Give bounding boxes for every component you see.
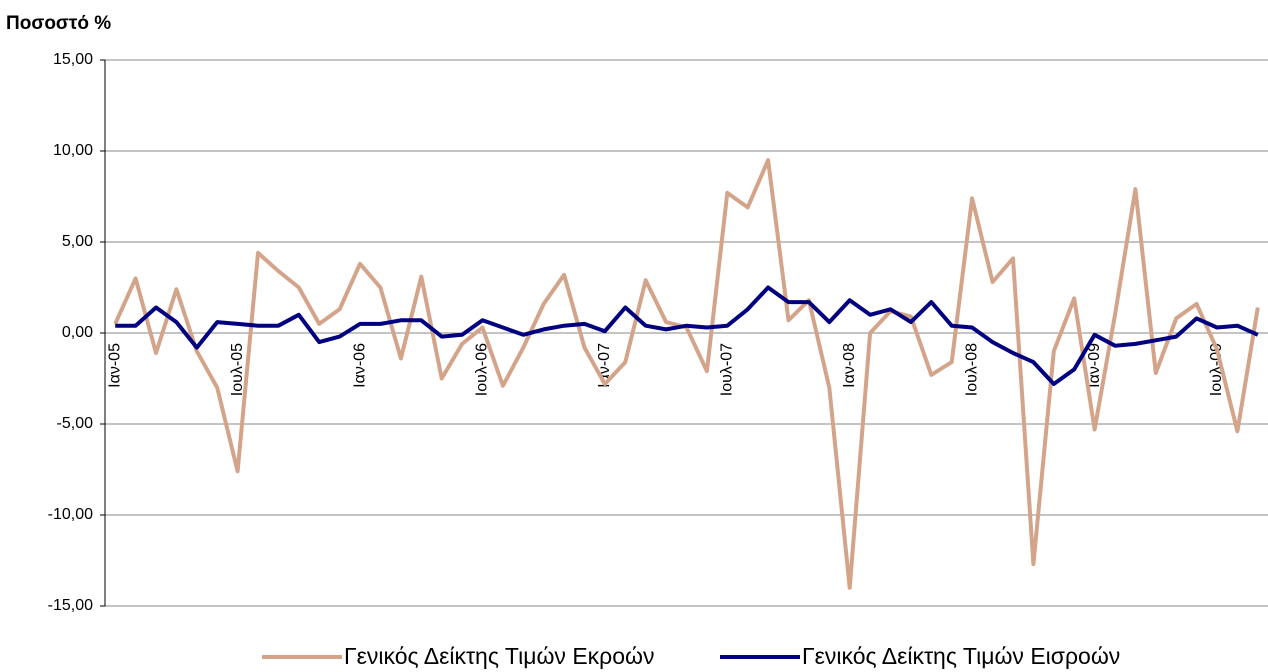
y-tick-label: 15,00 [53, 51, 93, 68]
x-tick-label: Ιουλ-06 [474, 343, 491, 396]
y-tick-label: 10,00 [53, 142, 93, 159]
x-tick-label: Ιαν-05 [106, 343, 123, 388]
x-tick-label: Ιαν-09 [1086, 343, 1103, 388]
x-tick-label: Ιουλ-08 [963, 343, 980, 396]
y-tick-label: -5,00 [57, 415, 94, 432]
y-tick-label: -10,00 [48, 506, 93, 523]
legend-label: Γενικός Δείκτης Τιμών Εισροών [802, 643, 1120, 669]
chart-title: Ποσοστό % [6, 13, 111, 34]
series-line [113, 158, 1260, 590]
y-tick-label: 5,00 [62, 233, 93, 250]
x-tick-label: Ιαν-08 [841, 343, 858, 388]
x-tick-label: Ιουλ-05 [229, 343, 246, 396]
x-tick-label: Ιαν-06 [351, 343, 368, 388]
x-tick-label: Ιουλ-07 [719, 343, 736, 396]
series-line [115, 285, 1259, 386]
x-tick-label: Ιουλ-09 [1208, 343, 1225, 396]
y-tick-label: -15,00 [48, 597, 93, 614]
y-tick-label: 0,00 [62, 324, 93, 341]
legend-label: Γενικός Δείκτης Τιμών Εκροών [344, 643, 655, 669]
